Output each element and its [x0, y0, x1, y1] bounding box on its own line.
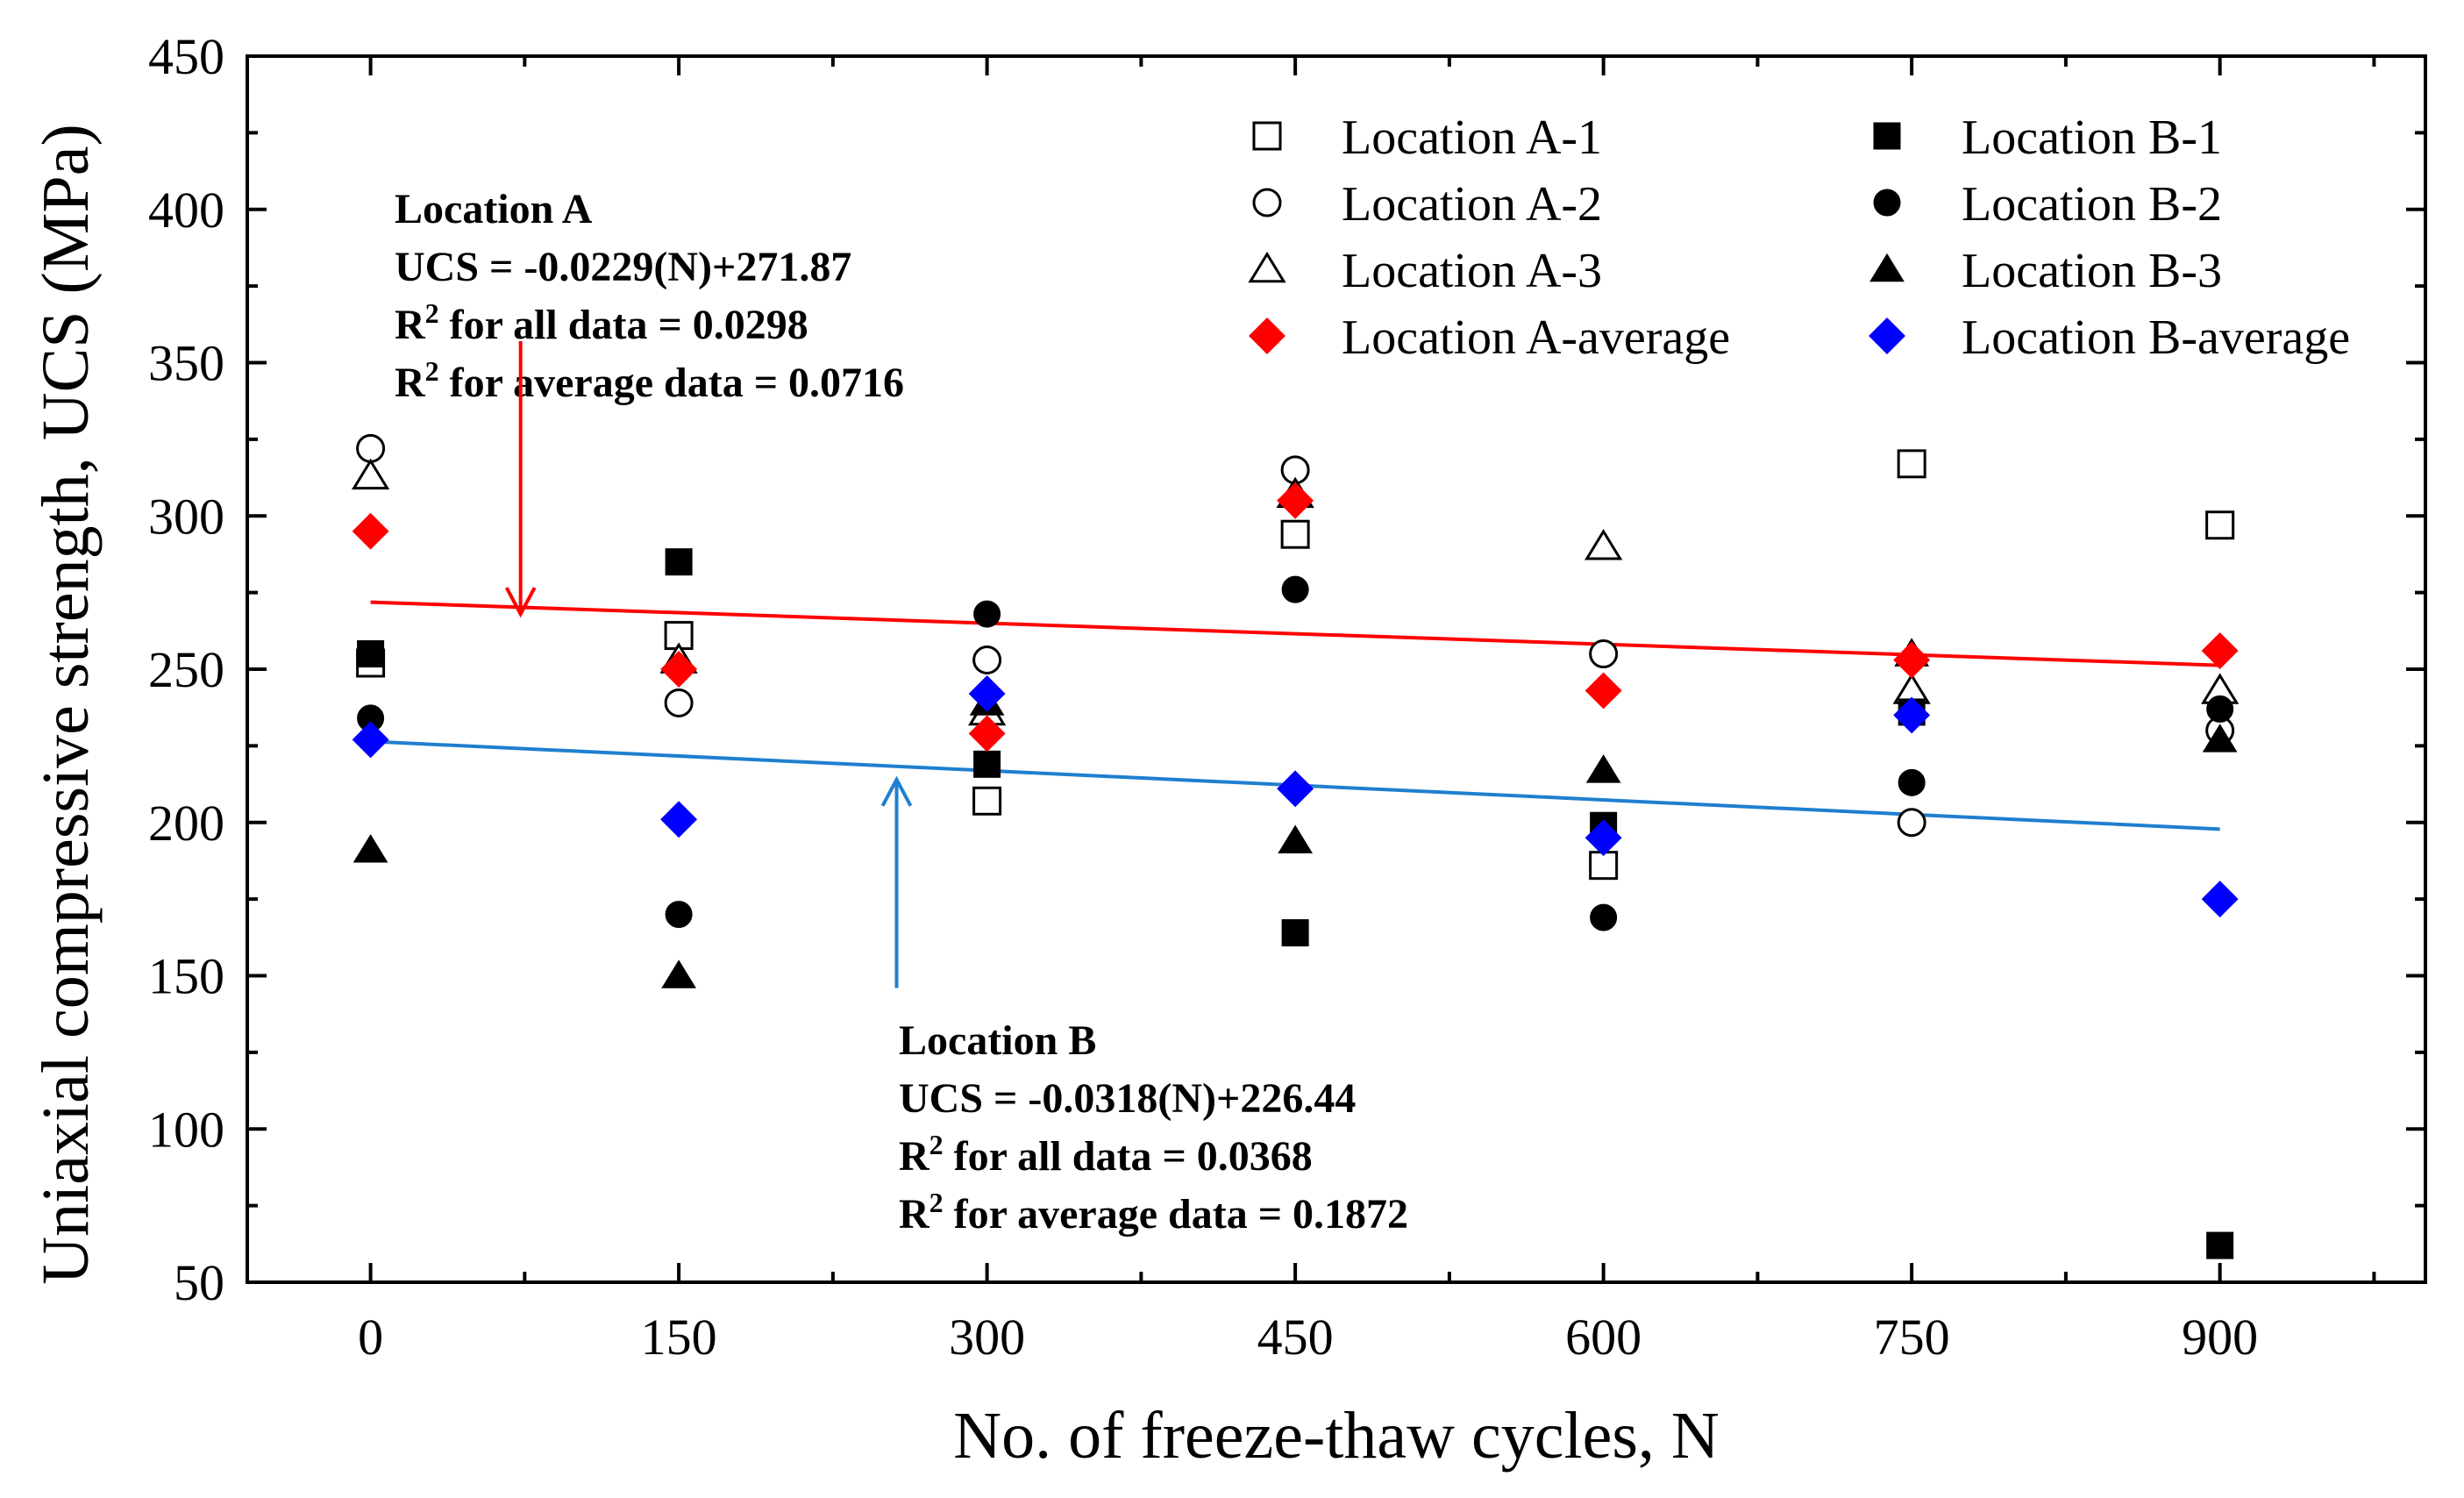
point-location-a-average — [2201, 632, 2239, 669]
point-location-a-average — [1893, 641, 1931, 679]
fit-line-a — [370, 600, 2220, 667]
point-location-a-average — [660, 651, 698, 688]
y-tick-label: 100 — [148, 1101, 224, 1158]
x-tick-label: 750 — [1874, 1309, 1950, 1366]
data-markers — [351, 433, 2240, 1259]
y-tick-label: 150 — [148, 948, 224, 1005]
annotation-location-b-line: R2 for all data = 0.0368 — [899, 1129, 1313, 1180]
y-tick-label: 350 — [148, 335, 224, 392]
legend-label-location-a-3: Location A-3 — [1342, 244, 1602, 298]
y-axis-label: Uniaxial compressive strength, UCS (MPa) — [29, 124, 103, 1284]
x-tick-label: 150 — [641, 1309, 717, 1366]
point-location-a-1 — [1897, 449, 1926, 479]
annotations: Location A UCS = -0.0229(N)+271.87 R2 for … — [395, 186, 1408, 1238]
legend-marker-location-a-2 — [1252, 188, 1282, 218]
point-location-a-2 — [1589, 639, 1619, 669]
legend-label-location-b-2: Location B-2 — [1962, 177, 2222, 232]
axes: 0 150 300 450 600 750 900 50 100 150 200 250 300 350 4… — [148, 28, 2427, 1366]
point-location-a-1 — [2205, 510, 2235, 540]
legend-marker-location-b-1 — [1873, 122, 1901, 150]
legend-label-location-a-1: Location A-1 — [1342, 111, 1602, 165]
point-location-b-3 — [1278, 824, 1313, 854]
legend-marker-location-a-1 — [1252, 121, 1282, 151]
point-location-a-3 — [1584, 529, 1623, 560]
annotation-location-b-arrow-head — [880, 775, 913, 807]
x-axis-label: No. of freeze-thaw cycles, N — [953, 1399, 1720, 1473]
legend-marker-location-b-3 — [1869, 253, 1905, 282]
point-location-b-average — [968, 675, 1006, 712]
y-tick-label: 250 — [148, 641, 224, 698]
point-location-a-3 — [351, 458, 390, 490]
point-location-a-2 — [972, 646, 1002, 675]
x-tick-label: 300 — [949, 1309, 1025, 1366]
point-location-b-2 — [973, 600, 1001, 628]
legend-label-location-a-2: Location A-2 — [1342, 177, 1602, 232]
x-tick-label: 0 — [358, 1309, 383, 1366]
point-location-b-3 — [2202, 724, 2238, 753]
point-location-a-1 — [1280, 519, 1310, 549]
x-tick-label: 600 — [1565, 1309, 1641, 1366]
point-location-b-average — [660, 801, 698, 838]
point-location-b-2 — [1281, 575, 1309, 603]
point-location-b-average — [352, 721, 389, 759]
point-location-a-1 — [972, 786, 1002, 816]
point-location-b-2 — [1590, 903, 1618, 931]
legend-label-location-b-1: Location B-1 — [1962, 111, 2222, 165]
point-location-b-1 — [973, 750, 1001, 778]
legend-label-location-a-average: Location A-average — [1342, 310, 1730, 365]
x-tick-label: 900 — [2182, 1309, 2258, 1366]
point-location-b-1 — [357, 640, 385, 668]
annotation-location-b-line: R2 for average data = 0.1872 — [899, 1187, 1408, 1238]
point-location-b-1 — [1281, 919, 1309, 947]
annotation-location-a-line: Location A — [395, 186, 593, 232]
y-tick-label: 400 — [148, 182, 224, 239]
annotation-location-a-line: UCS = -0.0229(N)+271.87 — [395, 244, 851, 290]
point-location-b-3 — [661, 959, 696, 988]
point-location-b-1 — [665, 548, 693, 576]
y-tick-label: 450 — [148, 28, 224, 85]
y-tick-label: 300 — [148, 488, 224, 545]
point-location-b-average — [2201, 881, 2239, 918]
x-tick-label: 450 — [1257, 1309, 1334, 1366]
point-location-a-2 — [1897, 808, 1926, 838]
annotation-location-a-line: R2 for all data = 0.0298 — [395, 297, 808, 348]
point-location-b-2 — [1898, 768, 1926, 796]
legend-label-location-b-3: Location B-3 — [1962, 244, 2222, 298]
y-tick-label: 200 — [148, 795, 224, 852]
annotation-location-a-arrow-head — [504, 587, 537, 618]
point-location-b-3 — [1585, 754, 1621, 783]
point-location-b-2 — [2206, 695, 2234, 723]
annotation-location-b-line: UCS = -0.0318(N)+226.44 — [899, 1075, 1356, 1122]
point-location-b-average — [1277, 770, 1314, 808]
point-location-a-average — [1277, 482, 1314, 519]
point-location-b-2 — [665, 901, 693, 929]
annotation-location-b-line: Location B — [899, 1017, 1096, 1064]
legend-marker-location-b-2 — [1873, 189, 1901, 217]
y-tick-label: 50 — [174, 1254, 224, 1311]
legend-marker-location-a-average — [1249, 317, 1285, 354]
annotation-location-a: Location A UCS = -0.0229(N)+271.87 R2 for … — [395, 186, 904, 618]
point-location-b-1 — [2206, 1231, 2234, 1259]
annotation-location-a-line: R2 for average data = 0.0716 — [395, 355, 904, 406]
legend: Location A-1 Location A-2 Location A-3 Loca… — [1248, 111, 2350, 365]
point-location-b-average — [1893, 696, 1931, 734]
point-location-a-2 — [356, 433, 386, 463]
legend-label-location-b-average: Location B-average — [1962, 310, 2350, 365]
legend-marker-location-a-3 — [1248, 251, 1286, 283]
annotation-location-b: Location B UCS = -0.0318(N)+226.44 R2 for … — [880, 775, 1408, 1238]
point-location-b-average — [1585, 819, 1622, 857]
point-location-a-average — [968, 715, 1006, 753]
point-location-a-2 — [664, 688, 694, 717]
point-location-a-average — [1585, 672, 1622, 710]
point-location-b-3 — [353, 833, 388, 863]
legend-marker-location-b-average — [1869, 317, 1905, 354]
point-location-a-average — [352, 512, 389, 550]
